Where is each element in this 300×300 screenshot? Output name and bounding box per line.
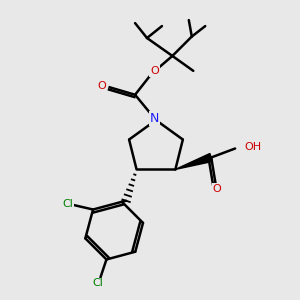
Text: O: O	[213, 184, 222, 194]
Text: Cl: Cl	[92, 278, 103, 288]
Text: O: O	[150, 66, 159, 76]
Text: O: O	[98, 81, 106, 91]
Polygon shape	[176, 154, 212, 169]
Text: OH: OH	[244, 142, 261, 152]
Text: Cl: Cl	[62, 199, 73, 208]
Text: N: N	[150, 112, 159, 125]
